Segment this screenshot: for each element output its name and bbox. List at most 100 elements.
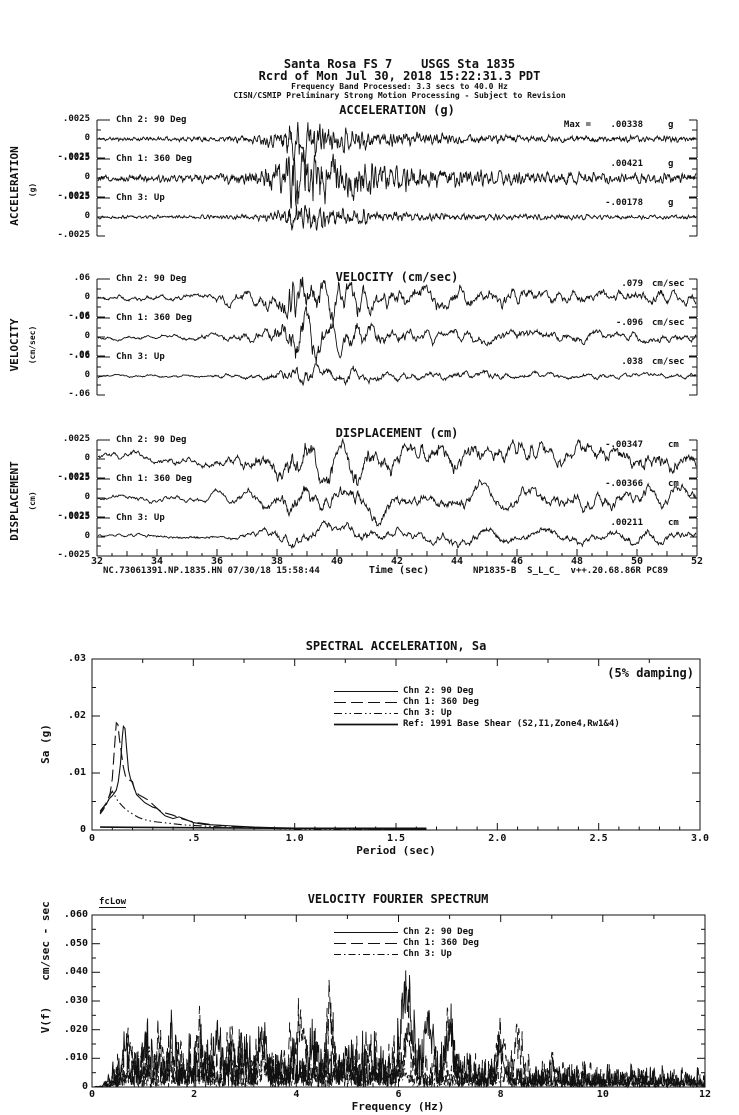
ytick-top: .0025 <box>62 114 90 124</box>
ytick-zero: 0 <box>84 370 90 380</box>
legend-label: Chn 3: Up <box>403 949 452 959</box>
legend-label: Chn 2: 90 Deg <box>403 686 474 696</box>
side-units-velocity: (cm/sec) <box>27 325 37 365</box>
sa-ytick: .03 <box>67 653 86 664</box>
ytick-top: .0025 <box>62 473 90 483</box>
time-axis-tick: 46 <box>510 556 524 567</box>
ytick-top: .0025 <box>62 192 90 202</box>
ytick-top: .0025 <box>62 153 90 163</box>
time-axis-tick: 50 <box>630 556 644 567</box>
sa-xtick: 0 <box>88 833 96 844</box>
waveform-displacement-ch1 <box>97 478 697 527</box>
channel-label: Chn 2: 90 Deg <box>116 115 187 125</box>
ytick-zero: 0 <box>84 292 90 302</box>
spectral-curve-2 <box>99 790 427 830</box>
peak-units: g <box>668 159 674 169</box>
time-axis-tick: 52 <box>690 556 704 567</box>
ytick-zero: 0 <box>84 492 90 502</box>
side-label-velocity: VELOCITY <box>8 318 22 372</box>
section-title-acceleration: ACCELERATION (g) <box>339 103 455 117</box>
sa-xtick: 2.5 <box>589 833 608 844</box>
sa-ytick: 0 <box>79 824 86 835</box>
peak-prefix: Max = <box>563 120 591 130</box>
fourier-curve-2 <box>94 1040 706 1089</box>
vf-xtick: 12 <box>698 1089 712 1100</box>
vf-xtick: 2 <box>191 1089 198 1100</box>
vf-xtick: 4 <box>293 1089 300 1100</box>
peak-value: -.00347 <box>605 440 643 450</box>
ytick-zero: 0 <box>84 453 90 463</box>
sa-axis-label: Sa (g) <box>39 724 53 764</box>
waveform-velocity-ch1 <box>98 306 697 365</box>
sa-xtick: 1.0 <box>285 833 304 844</box>
ytick-bottom: -.0025 <box>57 230 90 240</box>
ytick-bottom: -.0025 <box>57 472 90 482</box>
legend-label: Chn 3: Up <box>403 708 452 718</box>
time-axis-tick: 48 <box>570 556 584 567</box>
vf-xtick: 10 <box>596 1089 609 1100</box>
ytick-top: .0025 <box>62 512 90 522</box>
spectral-curve-0 <box>99 724 427 830</box>
legend-label: Chn 1: 360 Deg <box>403 697 479 707</box>
ytick-top: .0025 <box>62 434 90 444</box>
spectral-curve-1 <box>99 721 427 830</box>
peak-value: -.00366 <box>605 479 643 489</box>
station-title: Santa Rosa FS 7 USGS Sta 1835 <box>283 57 516 71</box>
fourier-curve-1 <box>94 979 706 1089</box>
waveform-acceleration-ch1 <box>97 149 697 209</box>
peak-value: .00421 <box>610 159 643 169</box>
peak-units: cm/sec <box>652 318 685 328</box>
frequency-band-note: Frequency Band Processed: 3.3 secs to 40… <box>291 82 508 91</box>
sa-xtick: 1.5 <box>386 833 406 844</box>
section-title-velocity: VELOCITY (cm/sec) <box>335 270 459 284</box>
side-label-displacement: DISPLACEMENT <box>8 461 22 541</box>
ytick-bottom: -.06 <box>68 350 90 360</box>
side-label-acceleration: ACCELERATION <box>8 146 22 226</box>
section-title-displacement: DISPLACEMENT (cm) <box>335 426 459 440</box>
peak-value: -.00178 <box>605 198 643 208</box>
ytick-zero: 0 <box>84 211 90 221</box>
legend-label: Chn 2: 90 Deg <box>403 927 474 937</box>
sa-xtick: 2.0 <box>488 833 507 844</box>
ytick-bottom: -.0025 <box>57 511 90 521</box>
ytick-zero: 0 <box>84 331 90 341</box>
channel-label: Chn 3: Up <box>116 193 165 203</box>
vf-units-label: cm/sec - sec <box>39 901 53 981</box>
damping-annotation: (5% damping) <box>607 666 694 680</box>
ytick-bottom: -.0025 <box>57 152 90 162</box>
vf-ytick: 0 <box>81 1081 88 1092</box>
vf-xtick: 0 <box>88 1089 96 1100</box>
side-units-acceleration: (g) <box>27 182 37 198</box>
waveform-displacement-ch2 <box>97 519 697 549</box>
channel-label: Chn 2: 90 Deg <box>116 435 187 445</box>
peak-units: g <box>668 198 674 208</box>
waveform-acceleration-ch0 <box>97 121 697 165</box>
vf-ytick: .030 <box>63 995 88 1006</box>
ytick-zero: 0 <box>84 133 90 143</box>
time-axis-tick: 44 <box>450 556 464 567</box>
time-axis-tick: 38 <box>270 556 284 567</box>
peak-units: g <box>668 120 674 130</box>
section-title-fourier: VELOCITY FOURIER SPECTRUM <box>307 892 489 906</box>
peak-value: .079 <box>621 279 643 289</box>
waveform-velocity-ch2 <box>97 363 697 387</box>
ytick-zero: 0 <box>84 531 90 541</box>
peak-units: cm/sec <box>652 357 685 367</box>
peak-value: .00211 <box>610 518 643 528</box>
peak-units: cm <box>668 518 679 528</box>
processing-version-footnote: NP1835-B S_L_C_ v++.20.68.86R PC89 <box>473 566 669 576</box>
sa-ytick: .02 <box>67 710 86 721</box>
channel-label: Chn 3: Up <box>116 352 165 362</box>
time-axis-tick: 42 <box>390 556 404 567</box>
ytick-top: .06 <box>73 312 90 322</box>
ytick-top: .06 <box>73 351 90 361</box>
frequency-axis-label: Frequency (Hz) <box>351 1100 445 1113</box>
peak-units: cm/sec <box>652 279 685 289</box>
legend-label: Chn 1: 360 Deg <box>403 938 479 948</box>
period-axis-label: Period (sec) <box>356 844 436 857</box>
channel-label: Chn 1: 360 Deg <box>116 154 192 164</box>
sa-ytick: .01 <box>67 767 86 778</box>
vf-axis-label: V(f) <box>39 1006 53 1034</box>
